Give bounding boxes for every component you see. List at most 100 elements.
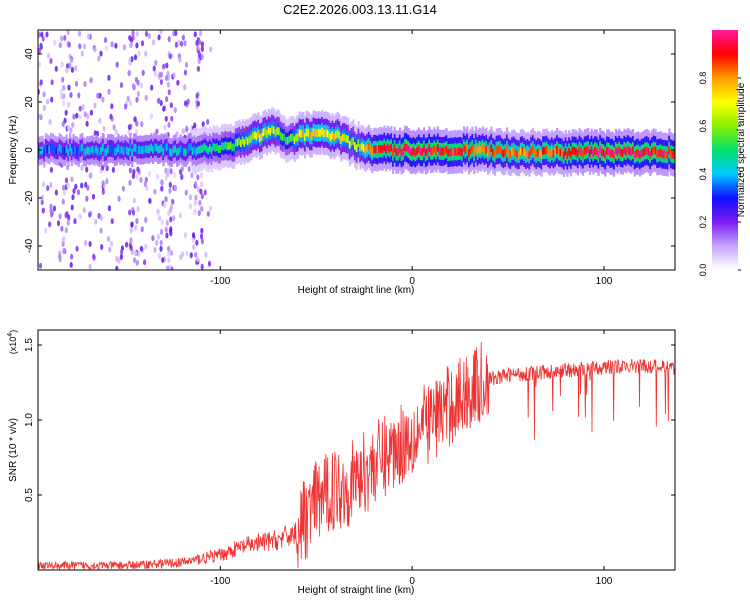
spectrogram-noise-cell <box>135 173 139 180</box>
spectrogram-noise-cell <box>48 118 52 125</box>
spectrogram-noise-cell <box>169 230 173 237</box>
spectrogram-noise-cell <box>176 79 180 86</box>
spectrogram-noise-cell <box>108 246 112 253</box>
spectrogram-cell <box>493 150 497 158</box>
spectrogram-noise-cell <box>197 51 202 58</box>
spectrogram-cell <box>207 146 210 155</box>
spectrogram-cell <box>183 148 186 156</box>
spectrogram-noise-cell <box>131 83 136 89</box>
spectrogram-cell <box>203 142 206 151</box>
spectrogram-noise-cell <box>207 260 212 267</box>
spectrogram-noise-cell <box>195 40 199 47</box>
spectrogram-cell <box>79 144 82 153</box>
spectrogram-cell <box>307 129 310 137</box>
spectrogram-cell <box>215 143 219 151</box>
spectrogram-noise-cell <box>99 227 103 234</box>
spectrogram-cell <box>176 148 179 157</box>
spectrogram-cell <box>373 145 376 154</box>
spectrogram-cell <box>538 149 541 158</box>
spectrogram-noise-cell <box>134 224 138 231</box>
spectrogram-cell <box>134 144 137 152</box>
spectrogram-cell <box>362 144 365 152</box>
spectrogram-cell <box>402 147 405 156</box>
spectrogram-noise-cell <box>199 188 203 195</box>
spectrogram-noise-cell <box>144 216 148 223</box>
spectrogram-cell <box>110 144 113 153</box>
spectrogram-noise-cell <box>89 109 93 116</box>
spectrogram-noise-cell <box>162 202 167 209</box>
spectrogram-cell <box>331 131 334 139</box>
spectrogram-noise-cell <box>67 84 71 91</box>
spectrogram-noise-cell <box>52 205 57 212</box>
spectrogram-noise-cell <box>139 177 143 183</box>
spectrogram-noise-cell <box>135 218 139 225</box>
spectrogram-noise-cell <box>69 127 73 134</box>
spectrogram-noise-cell <box>200 238 204 245</box>
spectrogram-noise-cell <box>200 227 204 234</box>
spectrogram-noise-cell <box>128 209 132 216</box>
spectrogram-cell <box>521 146 524 155</box>
spectrogram-noise-cell <box>188 194 192 201</box>
spectrogram-noise-cell <box>135 120 139 127</box>
spectrogram-noise-cell <box>66 219 70 226</box>
spectrogram-cell <box>295 133 298 142</box>
spectrogram-noise-cell <box>154 59 158 66</box>
spectrogram-cell <box>76 147 79 155</box>
spectrogram-cell <box>492 148 495 157</box>
spectrogram-cell <box>436 144 440 152</box>
spectrogram-noise-cell <box>183 40 187 47</box>
spectrogram-cell <box>651 147 654 156</box>
spectrogram-noise-cell <box>129 227 133 234</box>
snr-series-line <box>38 341 675 570</box>
spectrogram-cell <box>55 146 58 155</box>
spectrogram-noise-cell <box>110 218 114 225</box>
spectrogram-cell <box>588 149 592 158</box>
spectrogram-noise-cell <box>168 187 172 194</box>
spectrogram-noise-cell <box>112 124 116 131</box>
spectrogram-noise-cell <box>74 183 78 190</box>
spectrogram-cell <box>58 143 61 152</box>
spectrogram-panel: -40 -20 0 20 40 -100 0 100 Height of straight … <box>8 29 676 296</box>
spectrogram-cell <box>96 147 99 156</box>
spectrogram-noise-cell <box>174 30 178 37</box>
spectrogram-cell <box>136 146 139 155</box>
spectrogram-noise-cell <box>197 210 201 217</box>
spectrogram-noise-cell <box>110 240 114 247</box>
spectrogram-noise-cell <box>69 92 73 98</box>
spectrogram-cell <box>267 126 270 135</box>
snr-x-axis: -100 0 100 <box>210 330 613 587</box>
spectrogram-cell <box>542 146 545 155</box>
spectrogram-noise-cell <box>153 246 157 253</box>
spectrogram-noise-cell <box>78 105 82 112</box>
spectrogram-y-label: Frequency (Hz) <box>8 116 19 185</box>
spectrogram-noise-cell <box>101 164 105 171</box>
spectrogram-cell <box>314 128 317 137</box>
spectrogram-noise-cell <box>167 210 171 217</box>
spectrogram-cell <box>162 147 165 156</box>
spectrogram-noise-cell <box>127 70 131 77</box>
spectrogram-cell <box>462 144 465 152</box>
spectrogram-noise-cell <box>192 244 196 251</box>
spectrogram-cell <box>133 144 136 152</box>
spectrogram-cell <box>585 146 588 155</box>
spectrogram-cell <box>480 146 483 154</box>
spectrogram-cell <box>340 136 343 144</box>
spectrogram-noise-cell <box>131 30 135 36</box>
spectrogram-noise-cell <box>70 253 74 260</box>
spectrogram-noise-cell <box>66 124 71 131</box>
spectrogram-noise-cell <box>200 46 204 52</box>
spectrogram-cell <box>57 147 60 155</box>
spectrogram-noise-cell <box>167 121 171 128</box>
spectrogram-cell <box>253 131 257 139</box>
spectrogram-cell <box>661 150 664 159</box>
spectrogram-noise-cell <box>144 30 149 37</box>
spectrogram-cell <box>433 144 436 153</box>
spectrogram-noise-cell <box>165 219 169 226</box>
spectrogram-cell <box>421 148 424 156</box>
spectrogram-noise-cell <box>193 31 197 38</box>
spectrogram-noise-cell <box>166 70 170 77</box>
spectrogram-cell <box>452 148 455 157</box>
spectrogram-noise-cell <box>66 182 70 189</box>
spectrogram-noise-cell <box>48 221 52 228</box>
spectrogram-cell <box>107 145 110 153</box>
